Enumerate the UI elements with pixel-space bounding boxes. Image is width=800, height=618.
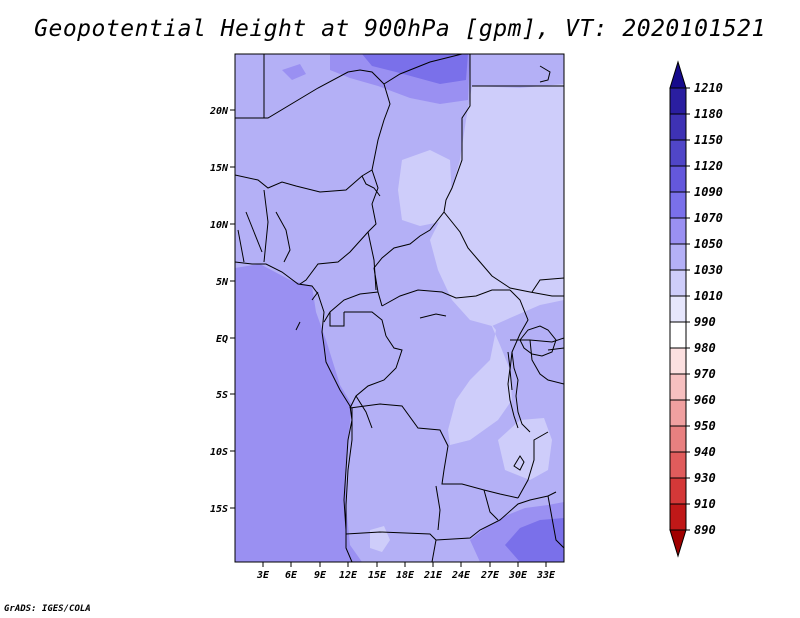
field-1010-1030-drc bbox=[448, 295, 512, 445]
latitude-axis: 20N 15N 10N 5N EQ 5S 10S 15S bbox=[209, 106, 235, 515]
field-1050-1070-ocean bbox=[235, 264, 362, 562]
lon-tick: 12E bbox=[339, 562, 358, 581]
field-1010-1030-tz bbox=[498, 418, 552, 480]
lat-tick: 15N bbox=[210, 163, 235, 174]
colorbar-bin bbox=[669, 347, 687, 375]
colorbar-bin bbox=[669, 425, 687, 453]
colorbar-label: 940 bbox=[694, 445, 716, 459]
colorbar-bin bbox=[669, 191, 687, 219]
lon-label: 15E bbox=[368, 570, 387, 581]
colorbar-label: 890 bbox=[694, 523, 716, 537]
lon-tick: 15E bbox=[368, 562, 387, 581]
colorbar-label: 970 bbox=[694, 367, 716, 381]
colorbar-bin bbox=[669, 321, 687, 349]
lon-label: 18E bbox=[396, 570, 415, 581]
field-1010-1030-chad bbox=[398, 150, 452, 226]
colorbar-label: 930 bbox=[694, 471, 716, 485]
lat-label: 15N bbox=[210, 163, 229, 174]
lat-label: 5S bbox=[216, 390, 228, 401]
colorbar-bin bbox=[669, 217, 687, 245]
colorbar-bin bbox=[669, 399, 687, 427]
lon-label: 30E bbox=[508, 570, 528, 581]
field-1050-1070-nw bbox=[282, 64, 306, 80]
lat-tick: 5N bbox=[216, 277, 235, 288]
colorbar-bin bbox=[669, 373, 687, 401]
colorbar-bin bbox=[669, 295, 687, 323]
colorbar-bin bbox=[669, 139, 687, 167]
lon-tick: 33E bbox=[536, 562, 556, 581]
lon-tick: 27E bbox=[480, 562, 500, 581]
field-1070-1090-se bbox=[505, 518, 564, 562]
colorbar-label: 990 bbox=[694, 315, 716, 329]
lon-tick: 24E bbox=[451, 562, 471, 581]
longitude-axis: 3E 6E 9E 12E 15E 18E 21E 24E 27E 30E 33E bbox=[256, 562, 556, 581]
colorbar-bin bbox=[669, 165, 687, 193]
colorbar-label: 1210 bbox=[694, 81, 723, 95]
colorbar-label: 1010 bbox=[694, 289, 723, 303]
colorbar-bin bbox=[669, 243, 687, 271]
colorbar-label: 1120 bbox=[694, 159, 723, 173]
colorbar-top-arrow bbox=[669, 60, 687, 89]
lat-label: 20N bbox=[209, 106, 229, 117]
lon-label: 27E bbox=[480, 570, 500, 581]
lon-label: 6E bbox=[285, 570, 298, 581]
lon-label: 24E bbox=[451, 570, 471, 581]
lat-tick: 10N bbox=[210, 220, 235, 231]
lat-tick: 15S bbox=[210, 504, 235, 515]
map-title: Geopotential Height at 900hPa [gpm], VT:… bbox=[34, 16, 766, 42]
lat-label: EQ bbox=[216, 334, 228, 345]
colorbar-label: 1070 bbox=[694, 211, 723, 225]
lon-label: 21E bbox=[423, 570, 443, 581]
lon-label: 9E bbox=[314, 570, 327, 581]
colorbar-label: 950 bbox=[694, 419, 716, 433]
colorbar-bin bbox=[669, 113, 687, 141]
colorbar-label: 960 bbox=[694, 393, 716, 407]
lon-tick: 18E bbox=[396, 562, 415, 581]
colorbar-bin bbox=[669, 503, 687, 531]
coastline bbox=[235, 261, 557, 562]
grads-credit: GrADS: IGES/COLA bbox=[4, 604, 91, 614]
colorbar-bin bbox=[669, 87, 687, 115]
colorbar-label: 1180 bbox=[694, 107, 723, 121]
lat-label: 5N bbox=[216, 277, 229, 288]
lon-label: 3E bbox=[256, 570, 270, 581]
lon-tick: 21E bbox=[423, 562, 443, 581]
colorbar-bin bbox=[669, 269, 687, 297]
colorbar: 1210 1180 1150 1120 1090 1070 1050 1030 1010 990 9… bbox=[669, 60, 723, 558]
colorbar-label: 1150 bbox=[694, 133, 723, 147]
colorbar-label: 1030 bbox=[694, 263, 723, 277]
colorbar-label: 1090 bbox=[694, 185, 723, 199]
lat-label: 15S bbox=[210, 504, 228, 515]
lon-tick: 3E bbox=[256, 562, 270, 581]
colorbar-bin bbox=[669, 451, 687, 479]
colorbar-label: 1050 bbox=[694, 237, 723, 251]
lon-label: 12E bbox=[339, 570, 358, 581]
lat-tick: 20N bbox=[209, 106, 235, 117]
colorbar-bin bbox=[669, 477, 687, 505]
lon-label: 33E bbox=[536, 570, 556, 581]
lon-tick: 9E bbox=[314, 562, 327, 581]
field-1010-1030-east bbox=[430, 84, 564, 326]
lon-tick: 6E bbox=[285, 562, 298, 581]
lat-tick: 5S bbox=[216, 390, 235, 401]
lat-tick: EQ bbox=[216, 334, 235, 345]
colorbar-label: 980 bbox=[694, 341, 716, 355]
field-1050-1070-sw bbox=[235, 520, 300, 562]
lat-label: 10S bbox=[210, 447, 228, 458]
map-panel bbox=[235, 54, 564, 562]
colorbar-label: 910 bbox=[694, 497, 716, 511]
lon-tick: 30E bbox=[508, 562, 528, 581]
colorbar-bottom-arrow bbox=[669, 529, 687, 558]
lat-tick: 10S bbox=[210, 447, 235, 458]
map-frame bbox=[234, 53, 565, 563]
lat-label: 10N bbox=[210, 220, 229, 231]
field-1070-1090-north bbox=[362, 54, 468, 84]
